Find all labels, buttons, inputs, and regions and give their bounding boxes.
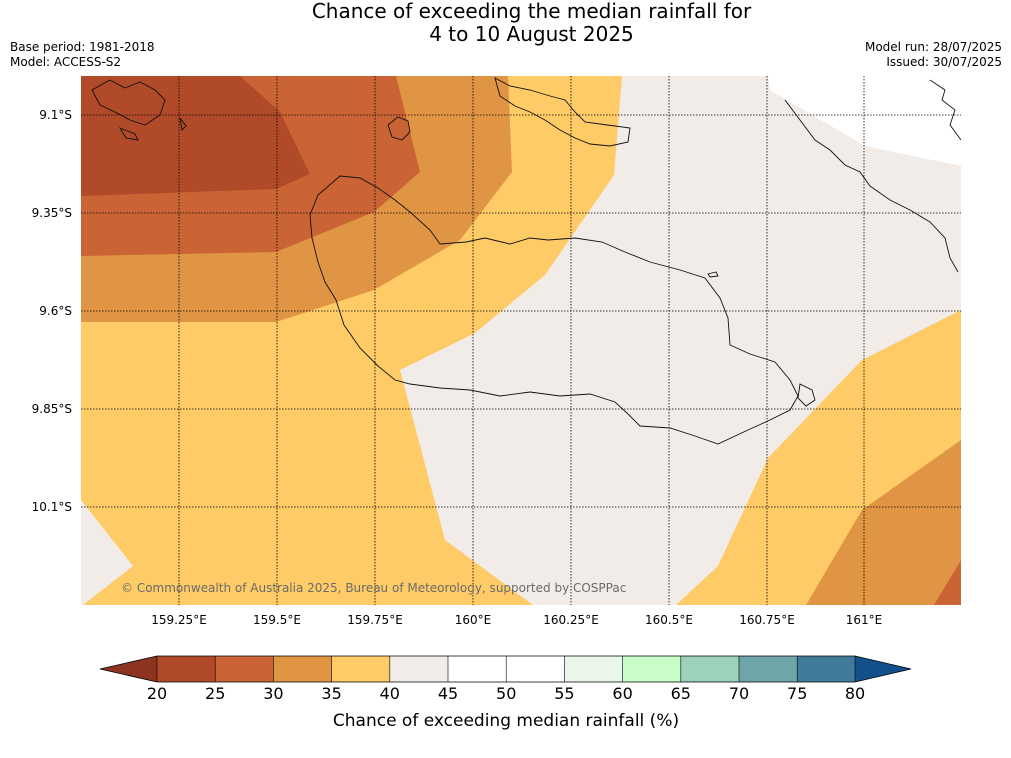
colorbar-tick-label: 60 (612, 684, 632, 703)
colorbar-extend-low (100, 656, 157, 682)
colorbar-extend-high (855, 656, 911, 682)
zone-no-data (768, 76, 961, 166)
colorbar-tick-label: 45 (438, 684, 458, 703)
base-period: Base period: 1981-2018 (10, 40, 155, 54)
model-name: Model: ACCESS-S2 (10, 55, 122, 69)
map-title: Chance of exceeding the median rainfall … (0, 0, 1011, 46)
lon-tick-label: 160.5°E (645, 613, 693, 627)
issued-date: Issued: 30/07/2025 (886, 55, 1002, 69)
lon-tick-labels: 159.25°E 159.5°E 159.75°E 160°E 160.25°E… (151, 613, 882, 627)
copyright-notice: © Commonwealth of Australia 2025, Bureau… (121, 581, 626, 595)
lat-tick-label: 9.35°S (32, 206, 72, 220)
colorbar-swatch (680, 656, 739, 682)
model-run: Model run: 28/07/2025 (864, 40, 1002, 54)
lon-tick-label: 159.5°E (253, 613, 301, 627)
lat-tick-label: 10.1°S (32, 500, 72, 514)
colorbar-swatch (797, 656, 855, 682)
colorbar-tick-label: 25 (205, 684, 225, 703)
colorbar-tick-label: 65 (671, 684, 691, 703)
colorbar-tick-label: 75 (787, 684, 807, 703)
colorbar-tick-label: 40 (380, 684, 400, 703)
title-line-2: 4 to 10 August 2025 (429, 22, 634, 46)
colorbar-swatch (331, 656, 390, 682)
zone-20-25 (81, 76, 310, 196)
zone-25-30-east (934, 560, 961, 605)
colorbar-swatch (273, 656, 332, 682)
colorbar-swatch (564, 656, 623, 682)
title-line-1: Chance of exceeding the median rainfall … (311, 0, 752, 23)
meta-left: Base period: 1981-2018 Model: ACCESS-S2 (10, 40, 155, 70)
colorbar-tick-label: 35 (321, 684, 341, 703)
colorbar-tick-label: 80 (845, 684, 865, 703)
colorbar-swatch (157, 656, 216, 682)
colorbar-tick-label: 20 (147, 684, 167, 703)
lat-tick-label: 9.1°S (39, 108, 72, 122)
lat-tick-label: 9.6°S (39, 304, 72, 318)
lon-tick-label: 159.75°E (347, 613, 403, 627)
colorbar-swatch (739, 656, 798, 682)
colorbar-swatch (448, 656, 507, 682)
lon-tick-label: 159.25°E (151, 613, 207, 627)
colorbar-tick-label: 55 (554, 684, 574, 703)
lat-tick-label: 9.85°S (32, 402, 72, 416)
zone-30-35-east (806, 440, 961, 605)
meta-right: Model run: 28/07/2025 Issued: 30/07/2025 (865, 40, 1002, 70)
coastlines (91, 77, 961, 445)
colorbar-swatch (215, 656, 274, 682)
lon-tick-label: 160.25°E (543, 613, 599, 627)
colorbar-swatch (506, 656, 565, 682)
colorbar-tick-label: 30 (263, 684, 283, 703)
colorbar-title: Chance of exceeding median rainfall (%) (333, 711, 679, 731)
lon-tick-label: 160.75°E (739, 613, 795, 627)
zone-40-45-southwest (81, 500, 133, 605)
colorbar-tick-label: 50 (496, 684, 516, 703)
lon-tick-label: 161°E (846, 613, 883, 627)
colorbar-swatch (622, 656, 681, 682)
lon-tick-label: 160°E (455, 613, 492, 627)
colorbar-tick-label: 70 (729, 684, 749, 703)
colorbar-tick-labels: 20 25 30 35 40 45 50 55 60 65 70 75 80 (147, 684, 865, 703)
map-area (81, 76, 961, 605)
colorbar: 20 25 30 35 40 45 50 55 60 65 70 75 80 C… (99, 655, 912, 731)
colorbar-swatch (389, 656, 448, 682)
graticule (81, 76, 961, 605)
lat-tick-labels: 9.1°S 9.35°S 9.6°S 9.85°S 10.1°S (32, 108, 72, 514)
